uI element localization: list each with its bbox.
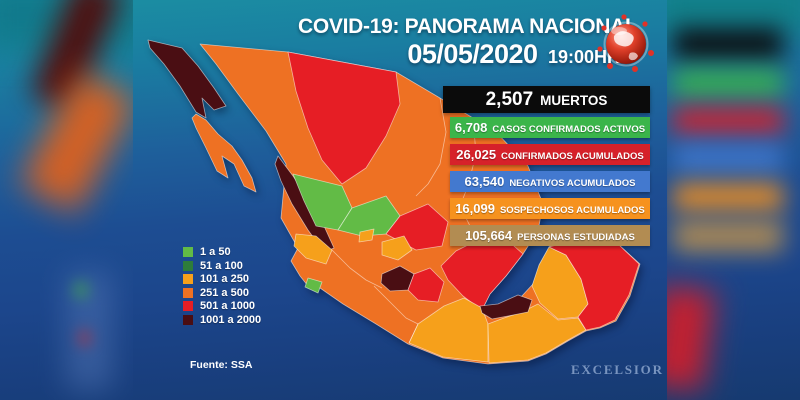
blur-shape (673, 220, 783, 252)
stat-value: 26,025 (456, 147, 497, 162)
blurred-right-panel (667, 0, 800, 400)
active-cases-bar: 6,708 CASOS CONFIRMADOS ACTIVOS (450, 117, 650, 138)
legend-swatch (183, 314, 193, 325)
blur-shape (667, 0, 800, 33)
deaths-value: 2,507 (485, 89, 534, 110)
deaths-label: MUERTOS (540, 93, 608, 108)
legend-swatch (183, 247, 193, 257)
confirmed-cases-bar: 26,025 CONFIRMADOS ACUMULADOS (450, 144, 650, 165)
legend-item: 1001 a 2000 (183, 313, 262, 326)
stat-value: 105,664 (465, 228, 513, 243)
blur-shape (673, 70, 783, 96)
stat-label: SOSPECHOSOS ACUMULADOS (499, 205, 645, 216)
legend-label: 51 a 100 (200, 259, 243, 272)
legend-swatch (183, 260, 193, 271)
legend-item: 1 a 50 (183, 246, 261, 258)
state-border (408, 323, 419, 344)
legend-item: 101 a 250 (183, 273, 261, 286)
state-tabasco (479, 294, 533, 320)
deaths-stat-box: 2,507 MUERTOS (443, 86, 650, 113)
legend-swatch (183, 274, 193, 285)
blur-shape (673, 28, 783, 60)
stat-value: 16,099 (455, 201, 495, 216)
state-puebla (407, 267, 445, 303)
blur-shape (74, 282, 88, 298)
legend-item: 501 a 1000 (183, 300, 261, 313)
page-title: COVID-19: PANORAMA NACIONAL (298, 15, 638, 38)
stat-label: CASOS CONFIRMADOS ACTIVOS (492, 124, 646, 135)
excelsior-watermark: EXCELSIOR (571, 362, 664, 377)
state-aguascalientes (358, 228, 375, 243)
legend-item: 51 a 100 (183, 259, 261, 272)
stat-label: CONFIRMADOS ACUMULADOS (501, 151, 644, 162)
stat-label: NEGATIVOS ACUMULADOS (509, 178, 636, 189)
legend-label: 501 a 1000 (200, 300, 256, 313)
blur-shape (673, 145, 783, 171)
legend-label: 251 a 500 (200, 286, 249, 299)
state-chihuahua (287, 51, 401, 185)
legend-swatch (183, 287, 193, 298)
state-border (373, 285, 419, 325)
blur-shape (667, 284, 716, 392)
blur-shape (78, 330, 91, 346)
suspected-cases-bar: 16,099 SOSPECHOSOS ACUMULADOS (450, 198, 650, 219)
legend-item: 251 a 500 (183, 286, 261, 299)
header-datetime: 05/05/2020 19:00HRS (298, 39, 632, 70)
stat-value: 63,540 (464, 174, 505, 189)
blur-shape (673, 184, 783, 210)
mexico-choropleth-map (147, 39, 641, 365)
studied-persons-bar: 105,664 PERSONAS ESTUDIADAS (450, 225, 650, 246)
negative-cases-bar: 63,540 NEGATIVOS ACUMULADOS (450, 171, 650, 192)
legend-label: 1 a 50 (200, 246, 231, 258)
virus-globe-icon (597, 14, 654, 72)
state-baja-california (147, 39, 227, 119)
state-border (331, 249, 383, 289)
legend-label: 1001 a 2000 (200, 313, 262, 326)
stat-value: 6,708 (454, 120, 488, 135)
state-colima (304, 277, 323, 294)
blurred-left-panel (0, 0, 133, 400)
date-text: 05/05/2020 (407, 39, 538, 69)
stat-label: PERSONAS ESTUDIADAS (517, 232, 635, 243)
blur-shape (673, 108, 783, 134)
map-legend: 1 a 50 51 a 100 101 a 250 251 a 500 501 … (183, 247, 261, 329)
state-guanajuato (381, 235, 413, 261)
legend-label: 101 a 250 (200, 273, 249, 286)
state-nayarit (293, 233, 333, 265)
header: COVID-19: PANORAMA NACIONAL 05/05/2020 1… (298, 15, 638, 70)
state-baja-california-sur (191, 113, 257, 193)
legend-swatch (183, 301, 193, 312)
state-border (415, 97, 447, 197)
source-credit: Fuente: SSA (190, 359, 253, 371)
